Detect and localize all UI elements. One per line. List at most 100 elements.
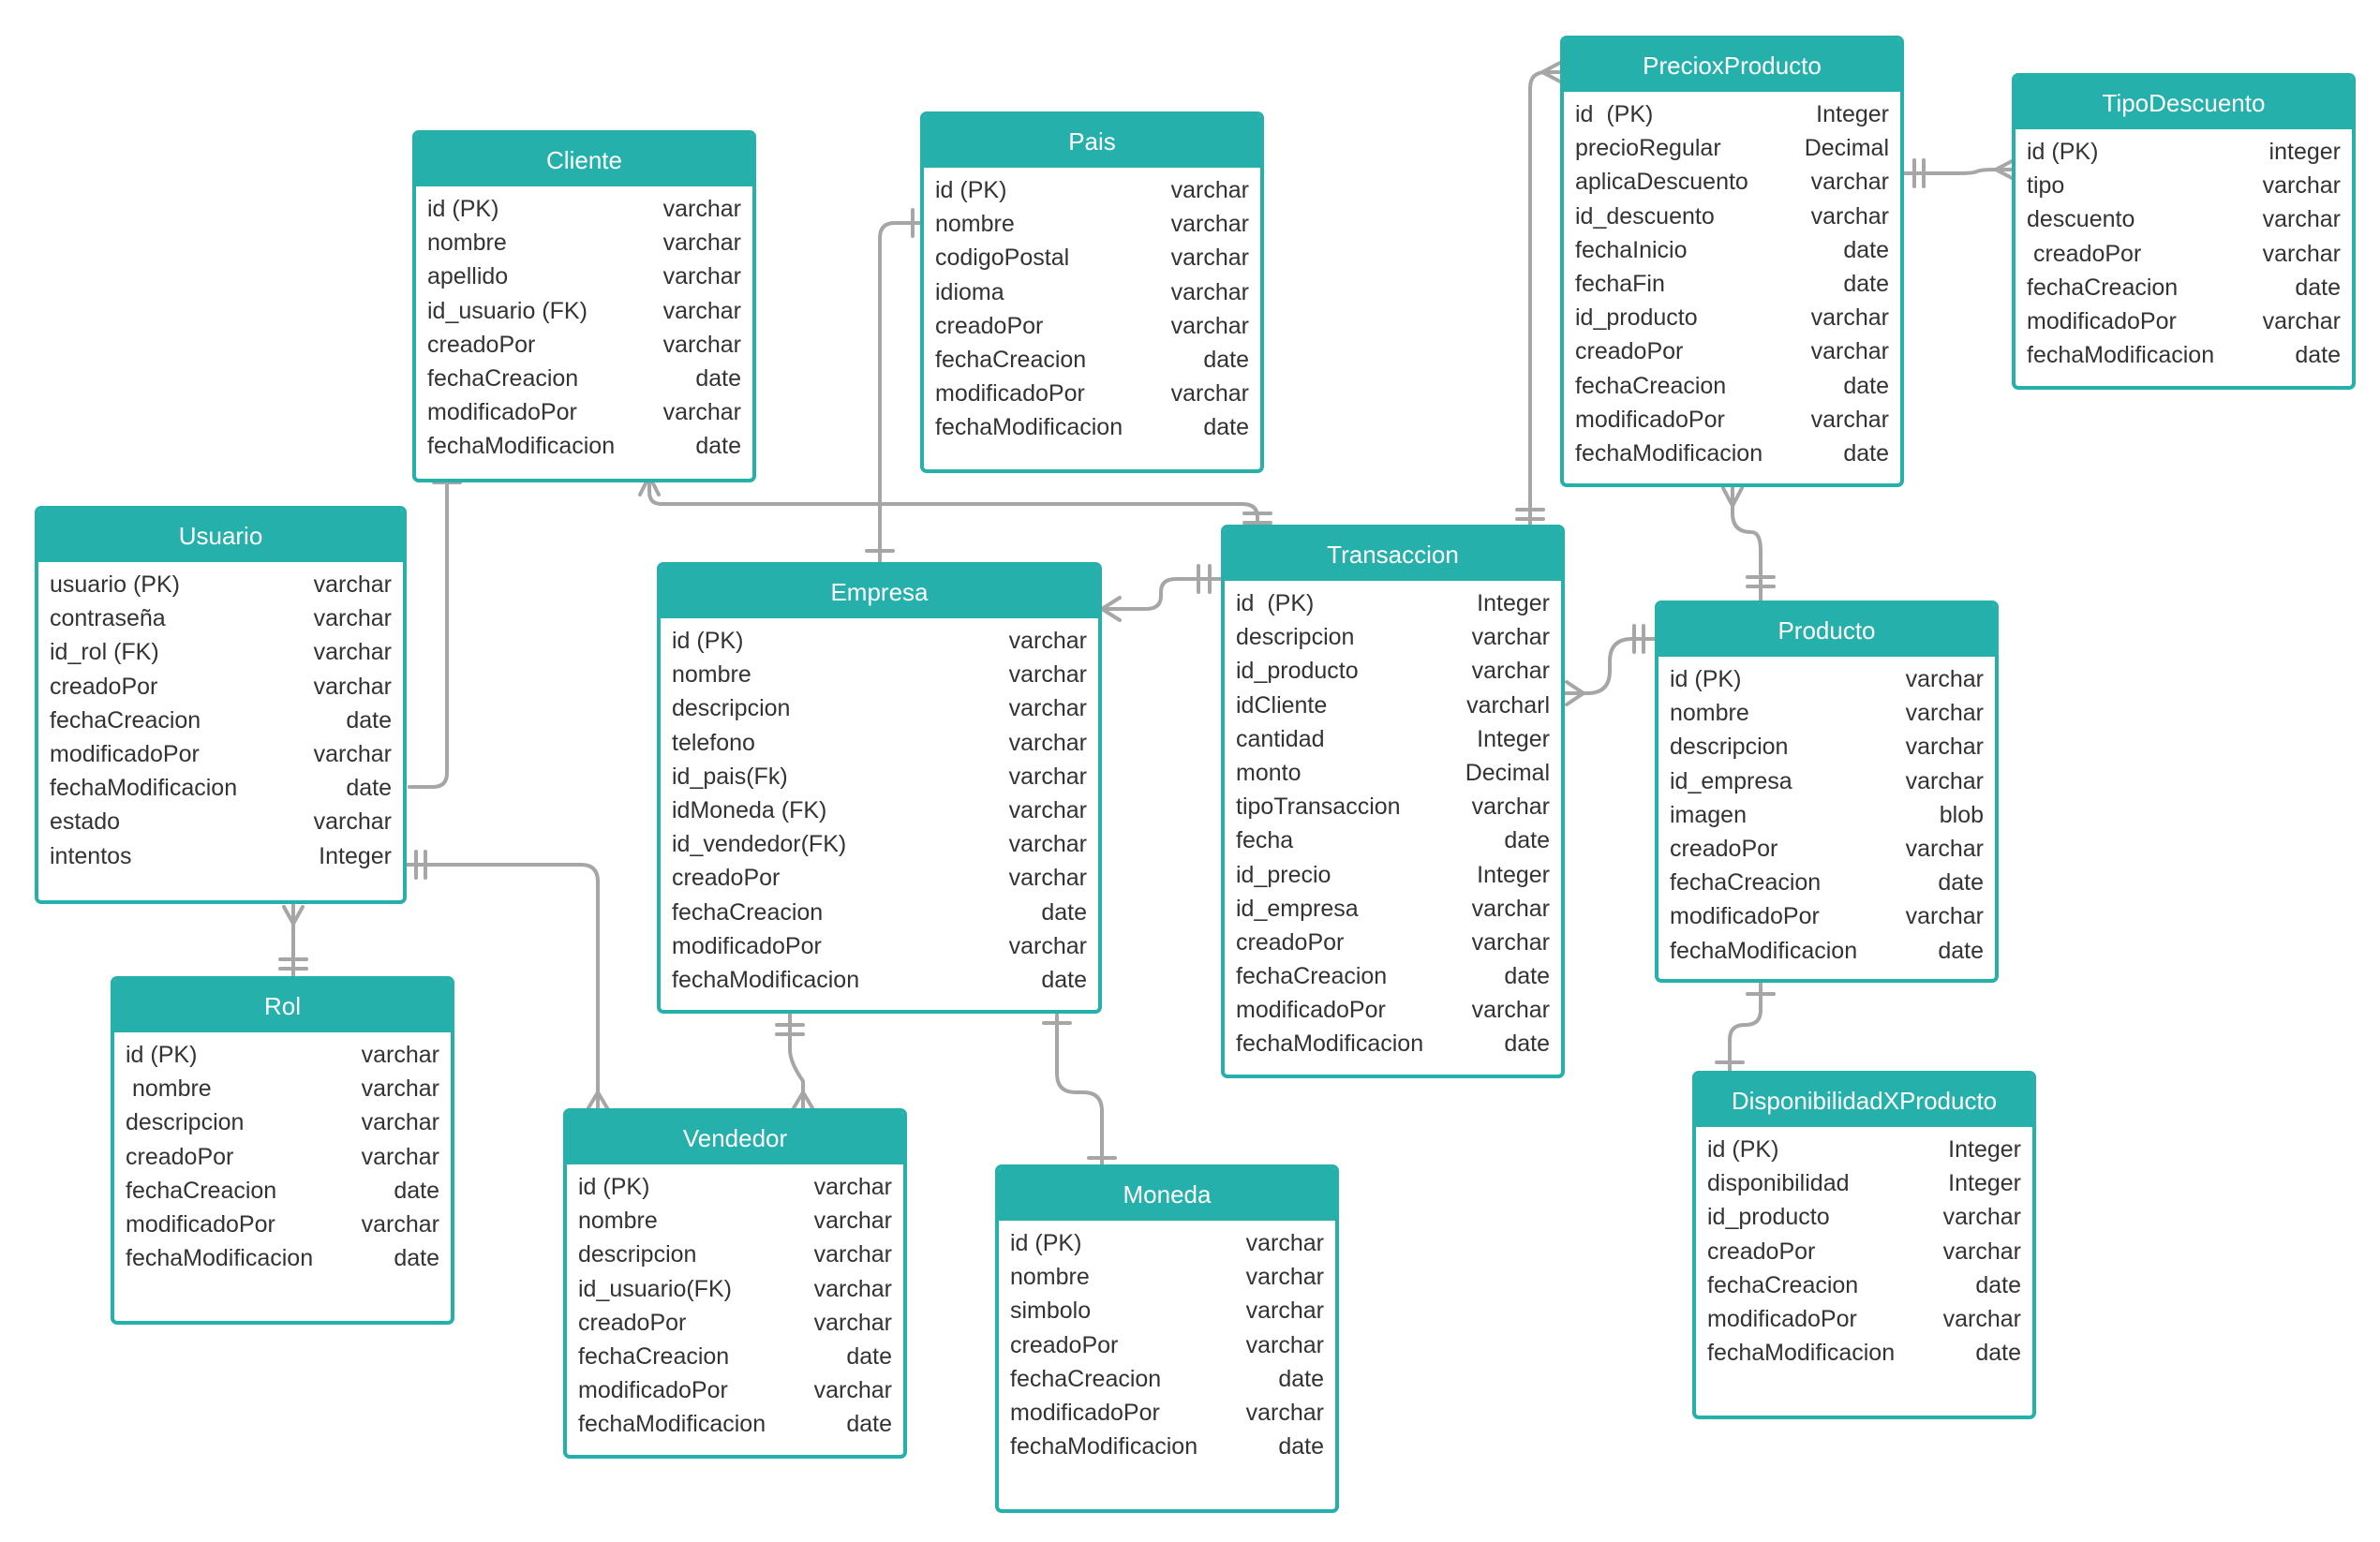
attribute-row: modificadoPor varchar <box>935 377 1249 410</box>
attribute-row: imagen blob <box>1670 798 1984 832</box>
attribute-name: nombre <box>672 661 751 689</box>
attribute-name: nombre <box>126 1075 212 1103</box>
attribute-type: date <box>2295 274 2341 301</box>
attribute-name: descripcion <box>126 1109 245 1136</box>
entity-pais[interactable]: Pais id (PK) varchar nombre varchar codigoPo… <box>920 111 1264 473</box>
attribute-type: varchar <box>1170 211 1249 238</box>
attribute-type: varchar <box>2262 172 2341 200</box>
attribute-row: idCliente varcharl <box>1236 689 1550 722</box>
attribute-name: id (PK) <box>2027 139 2099 165</box>
attribute-type: varchar <box>662 331 741 358</box>
attribute-row: id_rol (FK) varchar <box>50 635 392 669</box>
attribute-type: varchar <box>1245 1264 1324 1291</box>
attribute-row: fechaCreacion date <box>50 704 392 737</box>
attribute-row: disponibilidad Integer <box>1707 1166 2021 1200</box>
attribute-name: fechaModificacion <box>672 966 860 993</box>
attribute-name: idMoneda (FK) <box>672 796 827 823</box>
entity-title: Pais <box>924 115 1260 168</box>
attribute-type: date <box>1843 270 1889 297</box>
attribute-type: varchar <box>1008 831 1087 858</box>
attribute-type: varchar <box>662 297 741 324</box>
attribute-name: id (PK) <box>1707 1136 1779 1163</box>
attribute-type: varchar <box>1471 793 1550 821</box>
attribute-row: fechaCreacion date <box>672 896 1087 929</box>
attribute-row: aplicaDescuento varchar <box>1575 165 1889 199</box>
attribute-row: fechaModificacion date <box>1236 1027 1550 1060</box>
attribute-name: descripcion <box>1236 624 1355 651</box>
attribute-row: descripcion varchar <box>1236 620 1550 654</box>
entity-title: Vendedor <box>567 1112 903 1164</box>
entity-cliente[interactable]: Cliente id (PK) varchar nombre varchar apell… <box>412 130 756 482</box>
attribute-name: id_usuario (FK) <box>427 297 588 324</box>
attribute-row: id_vendedor(FK) varchar <box>672 827 1087 861</box>
attribute-name: descripcion <box>578 1241 697 1268</box>
attribute-row: id (PK) varchar <box>126 1038 439 1072</box>
attribute-row: fechaModificacion date <box>50 771 392 805</box>
attribute-name: modificadoPor <box>935 380 1085 408</box>
attribute-name: nombre <box>935 211 1015 238</box>
attribute-name: nombre <box>1010 1264 1090 1291</box>
attribute-name: id (PK) <box>126 1042 198 1068</box>
attribute-row: id_usuario(FK) varchar <box>578 1272 892 1306</box>
attribute-name: fechaCreacion <box>1707 1271 1859 1298</box>
attribute-type: date <box>1975 1340 2021 1367</box>
entity-title: Transaccion <box>1225 528 1561 581</box>
entity-usuario[interactable]: Usuario usuario (PK) varchar contraseña var… <box>35 506 407 904</box>
attribute-name: monto <box>1236 759 1302 786</box>
attribute-type: varchar <box>1245 1399 1324 1426</box>
attribute-type: varchar <box>1905 835 1984 862</box>
attribute-row: descripcion varchar <box>1670 730 1984 764</box>
attribute-name: modificadoPor <box>672 932 822 959</box>
attribute-name: id (PK) <box>935 177 1007 203</box>
attribute-name: nombre <box>1670 700 1749 727</box>
attribute-row: precioRegular Decimal <box>1575 131 1889 165</box>
entity-rol[interactable]: Rol id (PK) varchar nombre varchar descripc… <box>111 976 454 1325</box>
attribute-row: id (PK) varchar <box>935 173 1249 207</box>
attribute-row: contraseña varchar <box>50 601 392 635</box>
attribute-row: creadoPor varchar <box>1670 832 1984 866</box>
attribute-row: simbolo varchar <box>1010 1294 1324 1327</box>
attribute-row: usuario (PK) varchar <box>50 568 392 601</box>
attribute-row: id_empresa varchar <box>1670 764 1984 798</box>
attribute-name: fechaCreacion <box>1236 963 1388 990</box>
attribute-type: date <box>1041 898 1087 926</box>
entity-tipodescuento[interactable]: TipoDescuento id (PK) integer tipo varchar d… <box>2012 73 2356 390</box>
attribute-type: varchar <box>313 740 392 767</box>
attribute-name: fechaModificacion <box>1707 1340 1896 1367</box>
attribute-list: id (PK) varchar nombre varchar descripcion va… <box>661 618 1098 997</box>
entity-precioxproducto[interactable]: PrecioxProducto id (PK) Integer precioRegu… <box>1560 36 1904 487</box>
attribute-row: modificadoPor varchar <box>1010 1396 1324 1430</box>
attribute-row: fechaModificacion date <box>1707 1336 2021 1370</box>
attribute-name: usuario (PK) <box>50 571 180 598</box>
attribute-name: intentos <box>50 842 132 869</box>
attribute-type: varchar <box>2262 307 2341 334</box>
attribute-name: id_empresa <box>1236 895 1359 922</box>
attribute-name: idioma <box>935 278 1004 305</box>
attribute-name: fechaCreacion <box>50 706 201 734</box>
entity-moneda[interactable]: Moneda id (PK) varchar nombre varchar simbol… <box>995 1164 1339 1513</box>
rel-pais-empresa <box>865 208 928 566</box>
attribute-row: modificadoPor varchar <box>2027 304 2341 338</box>
entity-producto[interactable]: Producto id (PK) varchar nombre varchar desc… <box>1655 600 1999 983</box>
attribute-name: fechaInicio <box>1575 236 1688 263</box>
attribute-type: varchar <box>1170 278 1249 305</box>
attribute-type: varchar <box>813 1275 892 1302</box>
attribute-row: idioma varchar <box>935 275 1249 309</box>
attribute-type: varchar <box>1170 380 1249 408</box>
attribute-name: id (PK) <box>427 196 499 222</box>
entity-vendedor[interactable]: Vendedor id (PK) varchar nombre varchar desc… <box>563 1108 907 1459</box>
attribute-row: fechaCreacion date <box>935 343 1249 377</box>
attribute-row: modificadoPor varchar <box>672 929 1087 963</box>
entity-disponibilidadxproducto[interactable]: DisponibilidadXProducto id (PK) Integer di… <box>1692 1071 2036 1419</box>
attribute-name: telefono <box>672 729 755 756</box>
rel-empresa-moneda <box>1042 1010 1117 1171</box>
entity-transaccion[interactable]: Transaccion id (PK) Integer descripcion var… <box>1221 525 1565 1078</box>
entity-empresa[interactable]: Empresa id (PK) varchar nombre varchar descr… <box>657 562 1102 1014</box>
attribute-type: date <box>695 433 741 460</box>
attribute-type: varchar <box>1810 406 1889 433</box>
attribute-type: Integer <box>1477 725 1550 752</box>
attribute-row: nombre varchar <box>672 658 1087 691</box>
attribute-name: descuento <box>2027 206 2135 233</box>
attribute-type: Decimal <box>1804 135 1889 162</box>
attribute-type: varchar <box>361 1210 439 1238</box>
